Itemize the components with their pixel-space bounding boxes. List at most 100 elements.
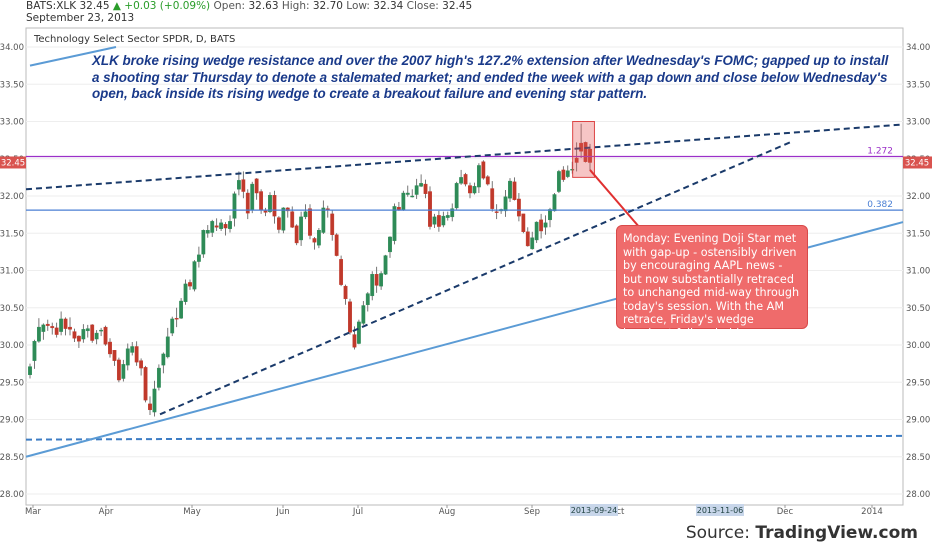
candle-body <box>236 180 241 190</box>
candle <box>414 178 419 199</box>
candle-body <box>299 216 304 241</box>
candle-body <box>303 211 308 218</box>
candle <box>325 205 330 218</box>
dashed-trendline <box>25 123 904 191</box>
candle-body <box>228 221 232 229</box>
candle <box>343 284 348 305</box>
candle <box>410 189 415 198</box>
candle <box>468 182 472 199</box>
candle <box>28 363 32 379</box>
candle-body <box>152 388 157 413</box>
candle-body <box>54 327 59 335</box>
candle <box>205 225 210 238</box>
candle-body <box>148 403 152 411</box>
candle <box>383 254 388 275</box>
candle <box>348 298 352 335</box>
dashed-trendline <box>159 141 791 416</box>
y-tick-label-right: 30.00 <box>906 341 930 351</box>
candle-body <box>348 301 352 333</box>
candle-body <box>379 273 384 287</box>
candle <box>156 364 161 391</box>
candle-body <box>414 185 419 195</box>
y-tick-label-right: 31.00 <box>906 267 930 277</box>
candle <box>272 190 277 224</box>
candle <box>556 169 561 194</box>
candle-body <box>485 176 490 185</box>
x-tick-label: Mar <box>25 507 42 517</box>
candle-body <box>85 328 90 332</box>
candle <box>59 311 64 336</box>
candle-body <box>232 193 237 219</box>
candle <box>170 316 175 337</box>
candle-body <box>90 324 95 341</box>
candle-body <box>374 274 379 286</box>
candle-body <box>112 350 117 361</box>
candle <box>41 323 46 340</box>
candle <box>299 211 304 246</box>
candle <box>139 358 144 376</box>
candle-body <box>161 353 166 366</box>
candle <box>445 211 450 221</box>
candle-body <box>28 366 32 376</box>
candle-body <box>361 305 366 324</box>
candle <box>525 227 530 247</box>
candle-body <box>308 208 312 236</box>
candle-body <box>250 183 255 211</box>
candle <box>419 174 424 188</box>
candle-body <box>121 364 126 379</box>
candle-body <box>436 215 441 227</box>
candle-body <box>139 360 144 369</box>
candle <box>143 365 148 403</box>
candle <box>236 171 241 196</box>
candle-body <box>312 238 317 243</box>
candle-body <box>330 213 335 235</box>
y-tick-label-left: 31.50 <box>0 229 24 239</box>
candle <box>481 160 486 180</box>
high-label: High: <box>281 0 310 12</box>
candle <box>436 210 441 232</box>
low-value: 32.34 <box>373 0 404 12</box>
y-tick-label-right: 29.00 <box>906 416 930 426</box>
candle-body <box>214 225 219 228</box>
candle-body <box>125 348 130 366</box>
x-tick-label: Dec <box>777 507 794 517</box>
source-name: TradingView.com <box>755 523 918 543</box>
candle <box>241 171 246 199</box>
chart-subtitle: Technology Select Sector SPDR, D, BATS <box>34 34 236 45</box>
candle-body <box>294 225 299 244</box>
candle-body <box>405 192 410 195</box>
candle-body <box>116 359 121 381</box>
candle-body <box>534 221 539 241</box>
candle <box>441 211 446 228</box>
candle <box>232 191 237 227</box>
candle <box>174 307 179 328</box>
x-tick-label: Aug <box>439 507 456 517</box>
candle <box>334 233 339 257</box>
candle-body <box>512 181 517 200</box>
last-price-tag-left: 32.45 <box>1 158 25 168</box>
candle <box>94 330 99 345</box>
candle <box>90 324 95 343</box>
candle <box>356 319 361 345</box>
candle <box>405 185 410 197</box>
y-tick-label-left: 33.50 <box>0 80 24 90</box>
candle-body <box>170 318 175 334</box>
y-tick-label-right: 34.00 <box>906 43 930 53</box>
x-tick-label: Jul <box>352 507 363 517</box>
candle <box>530 231 535 250</box>
candle-body <box>285 207 290 212</box>
candle <box>36 318 41 343</box>
candle <box>512 177 517 201</box>
y-tick-label-left: 29.00 <box>0 416 24 426</box>
y-tick-label-left: 32.00 <box>0 192 24 202</box>
candle-body <box>516 198 521 217</box>
plot-frame <box>25 27 904 506</box>
candle <box>561 166 566 182</box>
y-tick-label-right: 32.00 <box>906 192 930 202</box>
candle-body <box>539 219 544 232</box>
candle <box>294 224 299 246</box>
candle-body <box>468 185 472 194</box>
candle <box>108 338 112 358</box>
candle <box>463 172 468 187</box>
